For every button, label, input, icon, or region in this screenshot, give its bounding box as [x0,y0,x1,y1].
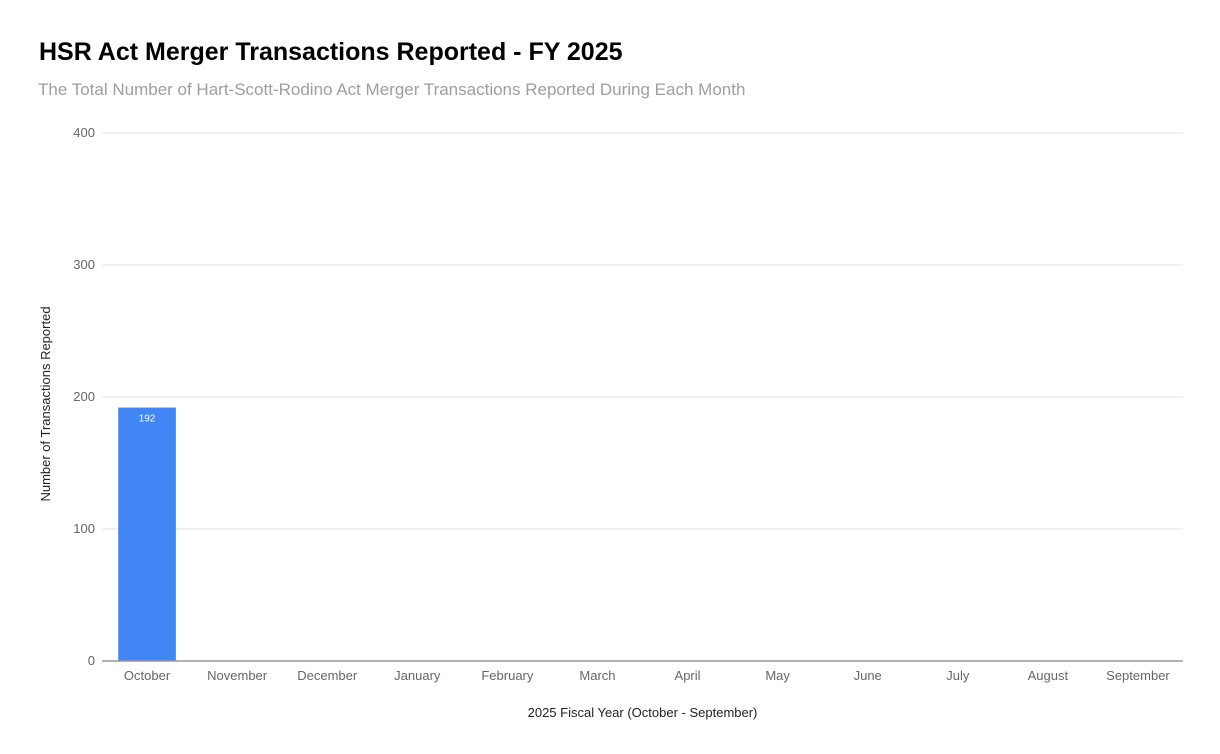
chart-title: HSR Act Merger Transactions Reported - F… [39,38,623,66]
x-tick-label: July [946,668,970,683]
x-tick-label: April [675,668,701,683]
x-tick-label: June [854,668,882,683]
x-tick-label: May [765,668,790,683]
chart-subtitle: The Total Number of Hart-Scott-Rodino Ac… [38,80,746,99]
x-tick-label: January [394,668,441,683]
x-tick-label: November [207,668,268,683]
x-tick-label: December [297,668,358,683]
x-tick-label: February [481,668,534,683]
y-tick-label: 0 [88,653,95,668]
y-tick-label: 100 [73,521,95,536]
x-tick-label: September [1106,668,1170,683]
gridlines [102,132,1183,530]
y-tick-label: 300 [73,257,95,272]
y-axis-ticks: 0 100 200 300 400 [73,125,95,668]
x-tick-label: August [1028,668,1069,683]
bar-october [118,407,176,661]
y-axis-title: Number of Transactions Reported [38,306,53,501]
y-tick-label: 200 [73,389,95,404]
x-axis-ticks: October November December January February Ma… [124,668,1171,683]
bars: 192 [118,407,176,661]
data-label: 192 [139,414,156,425]
x-axis-title: 2025 Fiscal Year (October - September) [528,705,758,720]
x-tick-label: October [124,668,171,683]
y-tick-label: 400 [73,125,95,140]
x-tick-label: March [579,668,615,683]
